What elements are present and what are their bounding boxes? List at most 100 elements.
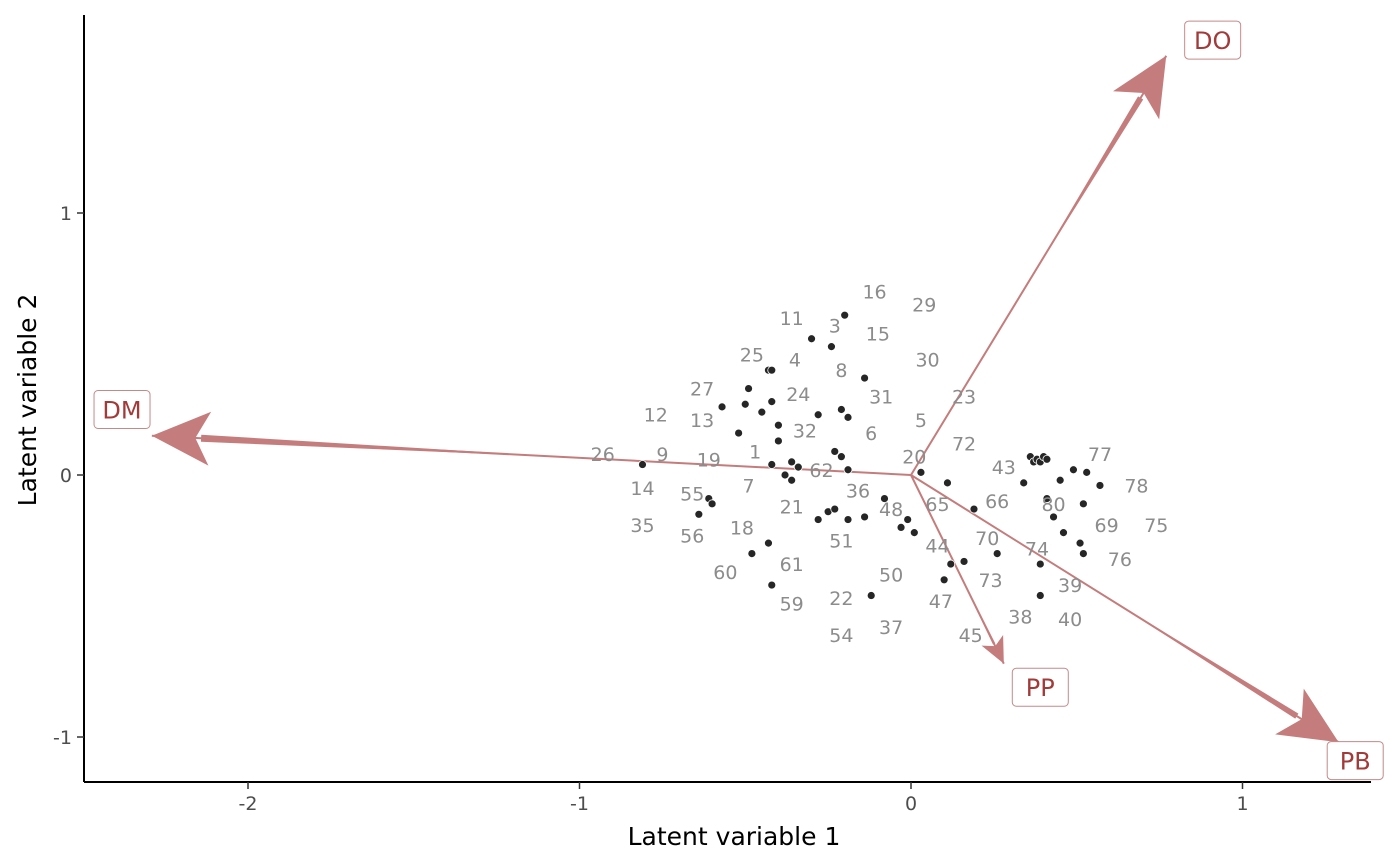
score-point-label: 39 [1058, 575, 1082, 597]
score-point [880, 494, 889, 503]
loading-arrow-label: DO [1184, 20, 1242, 60]
score-point [1042, 454, 1052, 464]
loading-arrow-shaft [200, 434, 570, 458]
loading-arrow-shaft [1103, 595, 1299, 719]
loading-arrow-labels: DM DO PP PB [93, 20, 1384, 781]
score-point-label: 20 [902, 447, 926, 469]
score-point-label: 43 [992, 457, 1016, 479]
score-point [1078, 499, 1088, 509]
score-point [909, 528, 919, 538]
score-point [1019, 478, 1029, 488]
label-box [1184, 20, 1242, 60]
score-point-label: 1 [749, 441, 761, 463]
score-point [1059, 528, 1068, 538]
score-point [707, 499, 717, 509]
score-point-label: 12 [644, 405, 668, 427]
loading-arrow-label-text: PB [1340, 748, 1371, 776]
score-point-label: 6 [865, 423, 877, 445]
score-point-label: 56 [680, 525, 704, 547]
axes [83, 15, 1371, 783]
loading-arrow-label-text: DM [102, 397, 141, 425]
score-point [896, 523, 906, 532]
y-tick-label: 0 [60, 465, 72, 487]
score-point-label: 3 [829, 316, 841, 338]
score-point [638, 460, 647, 469]
score-point [740, 399, 750, 409]
score-point [830, 447, 840, 456]
score-point-label: 44 [925, 536, 949, 558]
score-point [813, 515, 823, 524]
score-point [903, 515, 913, 524]
loading-arrow [910, 474, 1340, 744]
score-point [787, 475, 797, 485]
score-point [767, 580, 777, 590]
loading-arrow [151, 411, 912, 476]
loading-arrow [910, 55, 1168, 476]
score-point [1035, 559, 1045, 569]
score-point-label: 78 [1124, 475, 1148, 497]
score-point [1042, 494, 1052, 503]
score-point [780, 470, 790, 480]
score-point [830, 504, 840, 514]
score-point [1082, 467, 1092, 477]
score-point-label: 32 [793, 420, 817, 442]
score-point-label: 59 [780, 593, 804, 615]
score-point [840, 310, 850, 320]
score-point [836, 405, 846, 414]
score-point [694, 509, 704, 519]
score-point [1078, 549, 1088, 558]
loading-arrow-label-text: DO [1194, 27, 1231, 55]
score-point-label: 77 [1088, 444, 1112, 466]
loading-arrow-head [1275, 688, 1339, 743]
score-point-label: 25 [740, 344, 764, 366]
score-point [827, 342, 836, 352]
score-point-label: 4 [789, 350, 801, 372]
score-point [1035, 591, 1045, 600]
score-point [959, 557, 969, 566]
y-tick-label: -1 [53, 727, 72, 749]
score-point-label: 27 [690, 379, 714, 401]
score-point [939, 575, 949, 585]
score-point-label: 65 [925, 494, 949, 516]
y-axis-title: Latent variable 2 [13, 294, 42, 507]
loading-arrow-label: PB [1326, 741, 1384, 781]
score-point [767, 365, 777, 375]
score-point-label: 50 [879, 565, 903, 587]
score-point [843, 515, 853, 524]
loading-arrow-shaft [952, 559, 996, 645]
score-point [787, 457, 797, 467]
loading-arrow-label-text: PP [1026, 674, 1055, 702]
score-point-label: 5 [915, 410, 927, 432]
score-point-label: 18 [730, 517, 754, 539]
score-points [638, 310, 1105, 600]
score-point-label: 61 [780, 554, 804, 576]
score-point [774, 420, 783, 430]
score-point-label: 31 [869, 386, 893, 408]
score-point-label: 48 [879, 499, 903, 521]
axis-ticks: -2 -1 0 1 -1 0 1 [53, 203, 1249, 815]
label-box [93, 390, 151, 429]
score-point-label: 55 [680, 483, 704, 505]
x-tick-label: -2 [239, 793, 258, 815]
score-point [1069, 465, 1078, 475]
loading-arrow-head [1113, 55, 1167, 120]
score-point-label: 13 [690, 410, 714, 432]
score-point [836, 452, 846, 462]
loading-arrow-label: PP [1011, 667, 1069, 707]
score-point-label: 9 [656, 444, 668, 466]
score-point [860, 373, 869, 383]
score-point-label: 38 [1008, 606, 1032, 628]
score-point [767, 397, 777, 407]
score-point [946, 559, 956, 569]
score-point [943, 478, 952, 488]
score-point-label: 72 [952, 434, 976, 456]
score-point-label: 35 [630, 515, 654, 537]
score-point-label: 60 [713, 562, 737, 584]
score-point [866, 591, 876, 600]
score-point [1095, 481, 1105, 490]
x-tick-label: -1 [570, 793, 589, 815]
score-point [767, 460, 777, 469]
score-point-label: 69 [1094, 515, 1118, 537]
score-point [1055, 475, 1065, 485]
score-point-label: 66 [985, 491, 1009, 513]
